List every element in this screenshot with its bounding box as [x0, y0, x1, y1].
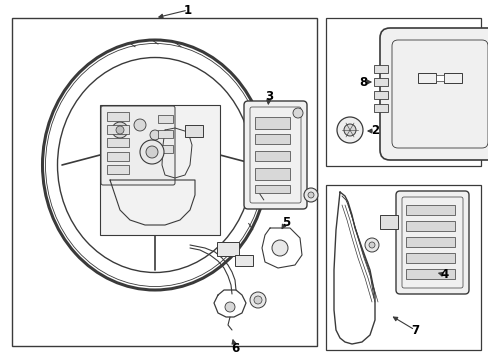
Bar: [100, 105, 220, 235]
Bar: [254, 185, 289, 193]
Text: 8: 8: [358, 76, 366, 89]
Bar: [405, 221, 454, 231]
Bar: [254, 117, 289, 129]
Circle shape: [292, 108, 303, 118]
Circle shape: [150, 130, 160, 140]
Text: 2: 2: [370, 125, 378, 138]
Bar: [373, 104, 387, 112]
Bar: [443, 73, 461, 83]
Circle shape: [134, 119, 146, 131]
Bar: [373, 91, 387, 99]
FancyBboxPatch shape: [244, 101, 306, 209]
Circle shape: [253, 296, 262, 304]
Bar: [254, 151, 289, 161]
Circle shape: [364, 238, 378, 252]
Circle shape: [140, 140, 163, 164]
Text: 4: 4: [440, 269, 448, 282]
Bar: [107, 152, 129, 161]
Bar: [107, 165, 129, 174]
Bar: [379, 215, 397, 229]
Circle shape: [271, 240, 287, 256]
Bar: [405, 205, 454, 215]
Bar: [254, 134, 289, 144]
Bar: [435, 75, 443, 81]
Circle shape: [336, 117, 362, 143]
Bar: [158, 145, 173, 153]
Circle shape: [146, 146, 158, 158]
Bar: [12, 18, 316, 346]
Bar: [158, 115, 173, 123]
Bar: [158, 130, 173, 138]
Text: 3: 3: [264, 90, 272, 103]
Circle shape: [249, 292, 265, 308]
Bar: [325, 185, 480, 350]
Circle shape: [116, 126, 124, 134]
Bar: [325, 18, 480, 166]
Bar: [405, 269, 454, 279]
Ellipse shape: [58, 58, 252, 273]
Bar: [373, 65, 387, 73]
Bar: [107, 112, 129, 121]
FancyBboxPatch shape: [379, 28, 488, 160]
Ellipse shape: [42, 40, 267, 290]
Circle shape: [307, 192, 313, 198]
Circle shape: [224, 302, 235, 312]
Text: 7: 7: [410, 324, 418, 337]
Text: 5: 5: [281, 216, 289, 229]
FancyBboxPatch shape: [395, 191, 468, 294]
Bar: [107, 125, 129, 134]
Bar: [405, 253, 454, 263]
Bar: [254, 168, 289, 180]
Circle shape: [304, 188, 317, 202]
Text: 1: 1: [183, 4, 192, 17]
Circle shape: [368, 242, 374, 248]
Bar: [235, 255, 252, 266]
Bar: [417, 73, 435, 83]
FancyBboxPatch shape: [101, 106, 175, 185]
Bar: [184, 125, 203, 137]
Text: 6: 6: [230, 342, 239, 355]
Bar: [107, 138, 129, 147]
Bar: [217, 242, 239, 256]
Circle shape: [343, 124, 355, 136]
Bar: [373, 78, 387, 86]
Bar: [405, 237, 454, 247]
Circle shape: [112, 122, 128, 138]
